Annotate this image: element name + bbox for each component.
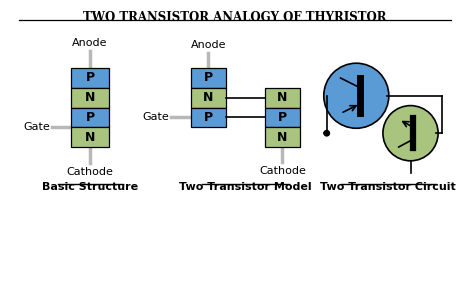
Circle shape	[324, 63, 389, 128]
Bar	[72, 68, 109, 88]
Circle shape	[323, 130, 330, 137]
Text: Two Transistor Model: Two Transistor Model	[179, 183, 312, 193]
Bar	[264, 88, 300, 108]
Text: Anode: Anode	[73, 38, 108, 48]
Text: Cathode: Cathode	[259, 166, 306, 176]
Bar	[72, 108, 109, 127]
Bar	[264, 108, 300, 127]
Text: N: N	[85, 91, 95, 104]
Text: Gate: Gate	[23, 122, 50, 132]
Bar	[191, 88, 226, 108]
Text: Cathode: Cathode	[67, 167, 114, 177]
Text: N: N	[277, 91, 288, 104]
Circle shape	[383, 106, 438, 161]
Text: Basic Structure: Basic Structure	[42, 183, 138, 193]
Text: N: N	[203, 91, 214, 104]
Bar	[264, 127, 300, 147]
Text: N: N	[277, 131, 288, 144]
Text: Gate: Gate	[142, 112, 169, 122]
Text: P: P	[278, 111, 287, 124]
Text: N: N	[85, 131, 95, 144]
Text: P: P	[85, 111, 95, 124]
Text: Anode: Anode	[191, 40, 226, 50]
Text: TWO TRANSISTOR ANALOGY OF THYRISTOR: TWO TRANSISTOR ANALOGY OF THYRISTOR	[83, 11, 387, 24]
Bar	[191, 108, 226, 127]
Text: P: P	[204, 71, 213, 84]
Bar	[191, 68, 226, 88]
Text: P: P	[204, 111, 213, 124]
Text: Two Transistor Circuit: Two Transistor Circuit	[320, 183, 456, 193]
Bar	[72, 88, 109, 108]
Bar	[72, 127, 109, 147]
Text: P: P	[85, 71, 95, 84]
